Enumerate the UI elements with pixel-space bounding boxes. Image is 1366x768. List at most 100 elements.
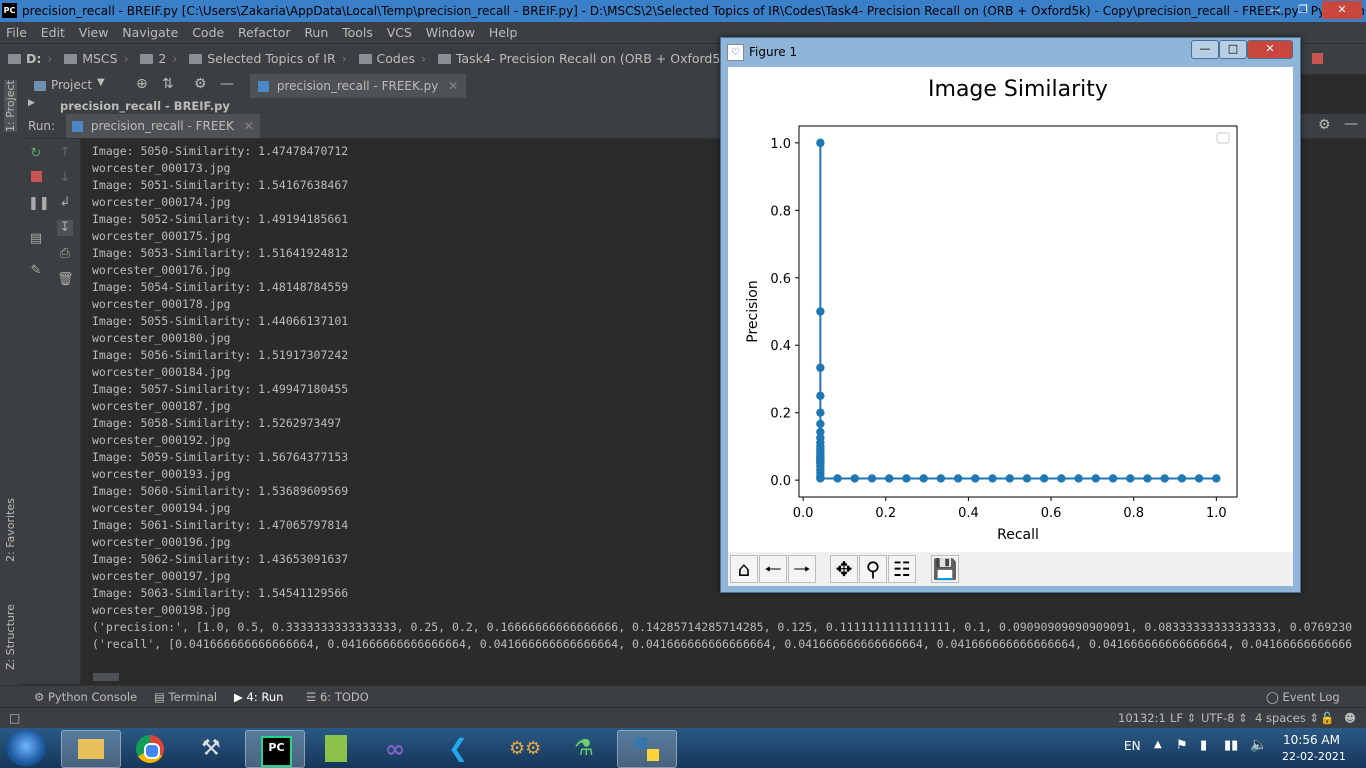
menu-code[interactable]: Code [192, 25, 225, 40]
pan-icon[interactable]: ✥ [830, 555, 858, 583]
battery-icon[interactable]: ▮ [1200, 738, 1208, 753]
breadcrumb-item[interactable]: D: › [8, 44, 52, 74]
figure-close-button[interactable]: ✕ [1247, 40, 1293, 59]
tab-run[interactable]: ▶ 4: Run [234, 690, 284, 704]
forward-arrow-icon[interactable]: 🠒 [788, 555, 816, 583]
hide-icon[interactable]: — [220, 76, 234, 92]
save-icon[interactable]: 💾 [931, 555, 959, 583]
start-button[interactable] [6, 730, 46, 766]
editor-tab[interactable]: precision_recall - FREEK.py ✕ [250, 74, 467, 100]
scroll-to-end-icon[interactable]: ↧ [57, 220, 73, 236]
structure-tool-tab[interactable]: Z: Structure [4, 604, 17, 670]
menu-file[interactable]: File [6, 25, 27, 40]
console-line: ('precision:', [1.0, 0.5, 0.333333333333… [92, 620, 1353, 634]
caret-position[interactable]: 10132:1 [1118, 711, 1166, 725]
expand-arrow-icon[interactable]: ▶ [28, 98, 35, 108]
inspector-icon[interactable]: ☻ [1344, 711, 1356, 725]
figure-maximize-button[interactable]: □ [1219, 40, 1247, 59]
gear-icon[interactable]: ⚙ [194, 76, 207, 92]
stop-icon[interactable] [1312, 53, 1323, 64]
event-log-button[interactable]: ◯ Event Log [1266, 690, 1340, 704]
show-hidden-icons[interactable]: ▲ [1154, 739, 1162, 750]
pycharm-icon[interactable]: PC [245, 730, 305, 768]
favorites-tool-tab[interactable]: 2: Favorites [4, 498, 17, 562]
close-button[interactable]: ✕ [1322, 1, 1362, 19]
maximize-button[interactable]: ❐ [1298, 3, 1308, 16]
close-tab-icon[interactable]: ✕ [243, 119, 254, 133]
run-label: Run: [28, 119, 56, 133]
figure-minimize-button[interactable]: — [1191, 40, 1219, 59]
network-icon[interactable]: ▮▮ [1224, 738, 1239, 753]
menu-edit[interactable]: Edit [40, 25, 65, 40]
run-toolbar-secondary: ↑ ↓ ↲ ↧ ⎙ 🗑 [50, 139, 81, 684]
chrome-icon[interactable] [121, 730, 179, 766]
up-arrow-icon[interactable]: ↑ [59, 145, 71, 160]
gear-icon[interactable]: ⚙ [1318, 117, 1331, 133]
rerun-icon[interactable]: ↻ [30, 146, 42, 161]
pause-icon[interactable]: ❚❚ [28, 196, 50, 211]
menu-navigate[interactable]: Navigate [122, 25, 179, 40]
file-explorer-icon[interactable] [61, 730, 121, 768]
tab-python-console[interactable]: ⚙ Python Console [34, 690, 138, 704]
x-tick-label: 0.6 [1041, 506, 1062, 521]
project-dropdown[interactable]: Project [51, 78, 93, 92]
data-point [816, 391, 825, 401]
menu-tools[interactable]: Tools [342, 25, 373, 40]
file-encoding[interactable]: UTF-8 ⇕ [1201, 711, 1248, 725]
tab-todo[interactable]: ☰ 6: TODO [306, 690, 369, 704]
notepad-icon[interactable] [307, 730, 365, 766]
clock-time[interactable]: 10:56 AM [1283, 733, 1340, 747]
vscode-icon[interactable]: ❮ [448, 734, 469, 762]
tools-icon[interactable]: ⚒ [201, 736, 221, 761]
data-point [1143, 474, 1152, 483]
volume-icon[interactable]: 🔈 [1250, 737, 1268, 753]
stop-icon[interactable] [28, 171, 44, 187]
menu-help[interactable]: Help [488, 25, 518, 40]
indent-setting[interactable]: 4 spaces ⇕ [1255, 711, 1319, 725]
visual-studio-icon[interactable]: ∞ [385, 735, 405, 763]
run-tab[interactable]: precision_recall - FREEK ✕ [66, 114, 260, 138]
close-tab-icon[interactable]: ✕ [448, 79, 459, 93]
horizontal-scrollbar[interactable] [93, 673, 119, 681]
chemistry-icon[interactable]: ⚗ [574, 736, 594, 761]
menu-window[interactable]: Window [425, 25, 476, 40]
project-tool-tab[interactable]: 1: Project [4, 80, 17, 132]
flag-icon[interactable]: ⚑ [1176, 738, 1188, 753]
print-icon[interactable]: ⎙ [59, 246, 71, 261]
clock-date[interactable]: 22-02-2021 [1282, 750, 1346, 763]
down-arrow-icon[interactable]: ↓ [59, 170, 71, 185]
menu-refactor[interactable]: Refactor [238, 25, 291, 40]
data-point [902, 474, 911, 483]
bike-game-icon[interactable]: ⚙⚙ [509, 738, 542, 759]
toggle-tool-windows-icon[interactable]: □ [9, 711, 21, 725]
trash-icon[interactable]: 🗑 [57, 272, 74, 287]
legend-box [1216, 132, 1230, 144]
zoom-icon[interactable]: ⚲ [859, 555, 887, 583]
language-indicator[interactable]: EN [1124, 739, 1141, 753]
breadcrumb-item[interactable]: Codes › [358, 44, 426, 74]
menu-view[interactable]: View [78, 25, 109, 40]
line-separator[interactable]: LF ⇕ [1170, 711, 1197, 725]
breadcrumb-item[interactable]: 2 › [140, 44, 177, 74]
minimize-button[interactable]: — [1269, 3, 1281, 16]
breadcrumb-item[interactable]: Selected Topics of IR › [189, 44, 347, 74]
editor-tab-label: precision_recall - FREEK.py [276, 79, 439, 93]
menu-run[interactable]: Run [304, 25, 329, 40]
python-icon[interactable] [617, 730, 677, 768]
configure-subplots-icon[interactable]: ☷ [888, 555, 916, 583]
home-icon[interactable]: ⌂ [730, 555, 758, 583]
layout-icon[interactable]: ▤ [29, 231, 43, 246]
chevron-down-icon[interactable]: ▼ [97, 77, 105, 88]
pin-icon[interactable]: ✎ [30, 263, 42, 278]
lock-icon[interactable]: 🔓 [1320, 711, 1335, 725]
breadcrumb-item[interactable]: MSCS › [64, 44, 129, 74]
data-point [988, 474, 997, 483]
hide-icon[interactable]: — [1344, 116, 1358, 132]
tab-terminal[interactable]: ▤ Terminal [154, 690, 218, 704]
menu-vcs[interactable]: VCS [386, 25, 412, 40]
soft-wrap-icon[interactable]: ↲ [59, 195, 71, 210]
crosshair-icon[interactable]: ⊕ [136, 76, 148, 92]
collapse-icon[interactable]: ⇅ [162, 76, 174, 92]
project-tree-row[interactable]: ▶ precision_recall - BREIF.py [22, 98, 722, 114]
back-arrow-icon[interactable]: 🠐 [759, 555, 787, 583]
